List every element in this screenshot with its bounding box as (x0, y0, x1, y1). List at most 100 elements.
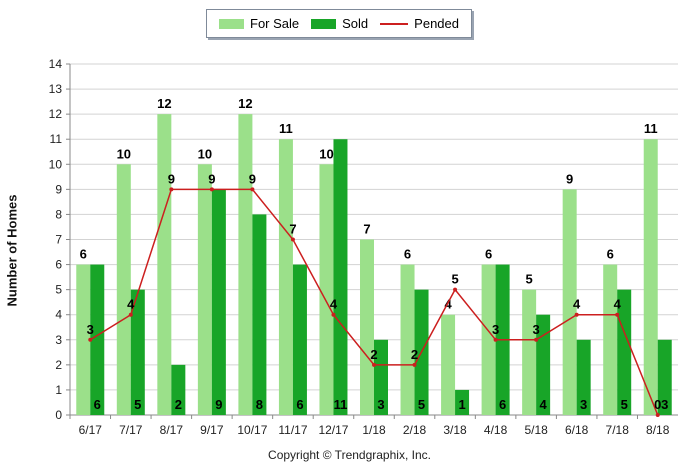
bar-sold (292, 264, 307, 415)
x-tick-label: 3/18 (443, 423, 467, 437)
point-pended (412, 362, 417, 367)
data-label-pended: 0 (654, 397, 661, 412)
legend-item-pended: Pended (380, 16, 459, 31)
bar-for-sale (76, 264, 91, 415)
data-label-pended: 4 (614, 297, 622, 312)
y-tick-label: 4 (55, 308, 62, 322)
legend-label-pended: Pended (414, 16, 459, 31)
x-tick-label: 11/17 (278, 423, 307, 437)
bar-for-sale (157, 114, 172, 416)
legend-item-for-sale: For Sale (219, 16, 299, 31)
data-label-for-sale: 6 (80, 247, 87, 262)
point-pended (574, 312, 579, 317)
x-tick-label: 7/17 (119, 423, 143, 437)
point-pended (453, 287, 458, 292)
data-label-for-sale: 12 (157, 96, 171, 111)
data-label-for-sale: 10 (117, 146, 131, 161)
data-label-sold: 3 (661, 397, 668, 412)
data-label-sold: 4 (540, 397, 548, 412)
legend-label-for-sale: For Sale (250, 16, 300, 31)
bar-for-sale (481, 264, 496, 415)
x-tick-label: 1/18 (362, 423, 386, 437)
data-label-pended: 3 (533, 322, 540, 337)
legend-swatch-sold (311, 18, 337, 29)
y-tick-label: 5 (55, 283, 62, 297)
data-label-sold: 5 (134, 397, 141, 412)
data-label-pended: 9 (208, 171, 215, 186)
x-tick-label: 7/18 (606, 423, 630, 437)
data-label-sold: 5 (621, 397, 628, 412)
data-label-sold: 6 (296, 397, 303, 412)
data-label-for-sale: 11 (644, 121, 658, 136)
point-pended (331, 312, 336, 317)
y-tick-label: 0 (55, 408, 62, 422)
data-label-for-sale: 6 (485, 247, 492, 262)
y-tick-label: 2 (55, 358, 62, 372)
y-tick-label: 10 (49, 157, 63, 171)
y-tick-label: 9 (55, 182, 62, 196)
y-tick-label: 7 (55, 233, 62, 247)
data-label-pended: 2 (370, 347, 377, 362)
bar-for-sale (116, 164, 131, 415)
point-pended (655, 413, 660, 417)
x-tick-label: 6/17 (79, 423, 103, 437)
point-pended (209, 187, 214, 192)
data-label-pended: 4 (573, 297, 581, 312)
data-label-for-sale: 6 (404, 247, 411, 262)
data-label-pended: 5 (451, 272, 458, 287)
bar-sold (252, 214, 267, 415)
x-tick-label: 2/18 (403, 423, 427, 437)
data-label-for-sale: 7 (363, 222, 370, 237)
data-label-for-sale: 11 (279, 121, 293, 136)
data-label-sold: 6 (499, 397, 506, 412)
bar-for-sale (562, 189, 577, 415)
bar-sold (211, 189, 226, 415)
y-tick-label: 13 (49, 82, 63, 96)
data-label-sold: 9 (215, 397, 222, 412)
bar-sold (333, 139, 348, 415)
bar-for-sale (319, 164, 334, 415)
point-pended (534, 337, 539, 342)
bar-sold (536, 314, 551, 415)
x-tick-label: 9/17 (200, 423, 224, 437)
legend-item-sold: Sold (311, 16, 368, 31)
point-pended (615, 312, 620, 317)
x-tick-label: 8/17 (160, 423, 184, 437)
bar-for-sale (643, 139, 658, 415)
bar-for-sale (603, 264, 618, 415)
data-label-for-sale: 6 (607, 247, 614, 262)
bar-sold (617, 289, 632, 415)
data-label-pended: 3 (87, 322, 94, 337)
data-label-sold: 8 (256, 397, 263, 412)
data-label-sold: 1 (458, 397, 465, 412)
data-label-sold: 11 (334, 397, 348, 412)
bar-sold (657, 339, 672, 415)
data-label-for-sale: 4 (444, 297, 452, 312)
y-tick-label: 11 (50, 132, 63, 146)
point-pended (169, 187, 174, 192)
x-tick-label: 4/18 (484, 423, 508, 437)
bar-for-sale (441, 314, 456, 415)
bar-sold (171, 364, 186, 415)
point-pended (290, 237, 295, 242)
data-label-for-sale: 9 (566, 171, 573, 186)
y-tick-label: 3 (55, 333, 62, 347)
x-tick-label: 8/18 (646, 423, 670, 437)
legend-swatch-pended (380, 22, 409, 25)
x-tick-label: 5/18 (524, 423, 548, 437)
point-pended (88, 337, 93, 342)
bar-sold (130, 289, 145, 415)
data-label-pended: 4 (127, 297, 135, 312)
data-label-sold: 3 (580, 397, 587, 412)
data-label-pended: 4 (330, 297, 338, 312)
y-tick-label: 8 (55, 207, 62, 221)
data-label-sold: 3 (377, 397, 384, 412)
bar-sold (455, 389, 470, 415)
data-label-sold: 2 (175, 397, 182, 412)
y-tick-label: 6 (55, 258, 62, 272)
point-pended (372, 362, 376, 367)
y-tick-label: 14 (49, 57, 63, 71)
bar-sold (90, 264, 105, 415)
legend: For Sale Sold Pended (206, 9, 472, 38)
